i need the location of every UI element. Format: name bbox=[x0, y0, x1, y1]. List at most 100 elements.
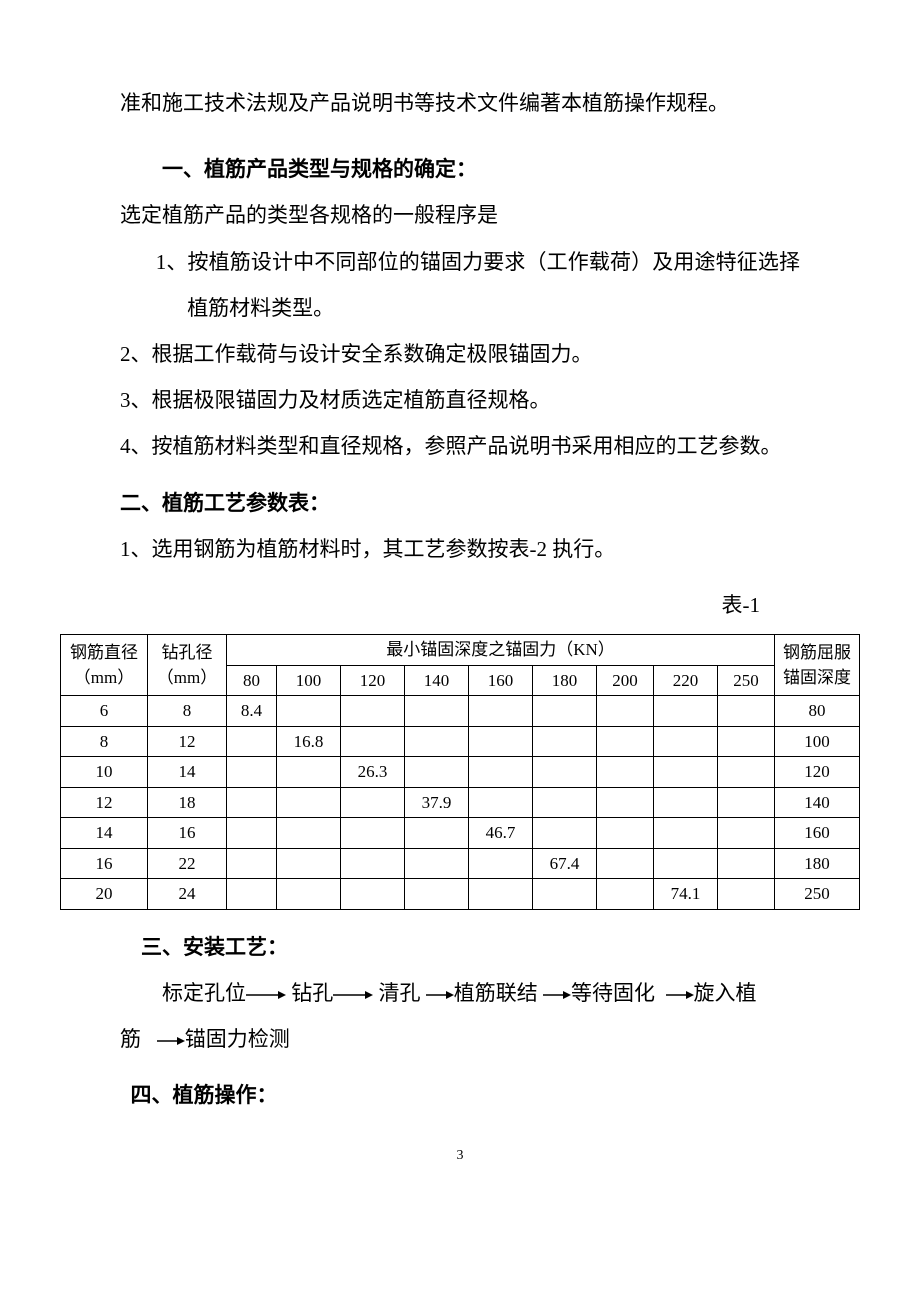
cell-value bbox=[596, 696, 653, 727]
table-body: 688.48081216.8100101426.3120121837.91401… bbox=[61, 696, 860, 910]
cell-value: 26.3 bbox=[340, 757, 404, 788]
cell-hole: 16 bbox=[148, 818, 227, 849]
cell-value bbox=[532, 757, 596, 788]
cell-value bbox=[276, 696, 340, 727]
list-item-1: 1、按植筋设计中不同部位的锚固力要求（工作载荷）及用途特征选择植筋材料类型。 bbox=[120, 239, 800, 331]
table-row: 202474.1250 bbox=[61, 879, 860, 910]
arrow-icon bbox=[543, 989, 571, 1001]
cell-value bbox=[340, 848, 404, 879]
cell-value bbox=[468, 787, 532, 818]
depth-header-cell: 200 bbox=[596, 665, 653, 696]
flow-step-drill: 钻孔 bbox=[291, 981, 333, 1005]
cell-value bbox=[404, 848, 468, 879]
col-header-yield: 钢筋屈服锚固深度 bbox=[775, 635, 860, 696]
flow-line-2: 筋 锚固力检测 bbox=[120, 1016, 800, 1062]
cell-value bbox=[717, 726, 774, 757]
cell-value bbox=[276, 879, 340, 910]
cell-diameter: 14 bbox=[61, 818, 148, 849]
paragraph-1: 选定植筋产品的类型各规格的一般程序是 bbox=[120, 192, 800, 238]
depth-header-cell: 220 bbox=[653, 665, 717, 696]
cell-value bbox=[717, 879, 774, 910]
cell-diameter: 6 bbox=[61, 696, 148, 727]
cell-yield: 80 bbox=[775, 696, 860, 727]
cell-value bbox=[276, 818, 340, 849]
cell-value bbox=[596, 726, 653, 757]
cell-value bbox=[596, 757, 653, 788]
cell-value: 74.1 bbox=[653, 879, 717, 910]
cell-value bbox=[404, 696, 468, 727]
cell-value bbox=[653, 787, 717, 818]
cell-value: 67.4 bbox=[532, 848, 596, 879]
table-header-row-1: 钢筋直径（mm） 钻孔径（mm） 最小锚固深度之锚固力（KN） 钢筋屈服锚固深度 bbox=[61, 635, 860, 666]
cell-value bbox=[468, 696, 532, 727]
cell-value bbox=[596, 818, 653, 849]
parameters-table: 钢筋直径（mm） 钻孔径（mm） 最小锚固深度之锚固力（KN） 钢筋屈服锚固深度… bbox=[60, 634, 860, 910]
cell-hole: 12 bbox=[148, 726, 227, 757]
depth-header-cell: 140 bbox=[404, 665, 468, 696]
cell-diameter: 12 bbox=[61, 787, 148, 818]
cell-diameter: 16 bbox=[61, 848, 148, 879]
table-row: 688.480 bbox=[61, 696, 860, 727]
cell-value bbox=[468, 879, 532, 910]
cell-value bbox=[653, 726, 717, 757]
cell-value bbox=[532, 787, 596, 818]
cell-value bbox=[340, 879, 404, 910]
cell-value bbox=[532, 696, 596, 727]
cell-value bbox=[227, 818, 277, 849]
cell-value bbox=[468, 726, 532, 757]
depth-header-cell: 100 bbox=[276, 665, 340, 696]
cell-hole: 8 bbox=[148, 696, 227, 727]
list-item-4: 4、按植筋材料类型和直径规格，参照产品说明书采用相应的工艺参数。 bbox=[120, 423, 800, 469]
cell-value bbox=[227, 848, 277, 879]
cell-hole: 24 bbox=[148, 879, 227, 910]
cell-value bbox=[227, 787, 277, 818]
cell-value bbox=[404, 726, 468, 757]
cell-value bbox=[532, 879, 596, 910]
cell-yield: 140 bbox=[775, 787, 860, 818]
depth-header-cell: 180 bbox=[532, 665, 596, 696]
col-header-hole: 钻孔径（mm） bbox=[148, 635, 227, 696]
cell-value bbox=[468, 757, 532, 788]
document-content: 准和施工技术法规及产品说明书等技术文件编著本植筋操作规程。 一、植筋产品类型与规… bbox=[60, 80, 860, 628]
cell-value bbox=[717, 818, 774, 849]
flow-step-pos: 标定孔位 bbox=[162, 981, 246, 1005]
heading-1: 一、植筋产品类型与规格的确定： bbox=[120, 126, 800, 192]
heading-4: 四、植筋操作： bbox=[120, 1062, 800, 1118]
arrow-icon bbox=[157, 1035, 185, 1047]
cell-value: 46.7 bbox=[468, 818, 532, 849]
cell-value bbox=[276, 848, 340, 879]
table-label: 表-1 bbox=[120, 582, 800, 628]
cell-value bbox=[653, 757, 717, 788]
cell-value bbox=[653, 696, 717, 727]
cell-value bbox=[717, 848, 774, 879]
table-row: 101426.3120 bbox=[61, 757, 860, 788]
cell-value bbox=[717, 787, 774, 818]
cell-value bbox=[468, 848, 532, 879]
cell-value bbox=[340, 726, 404, 757]
flow-step-test: 锚固力检测 bbox=[185, 1027, 290, 1051]
cell-value bbox=[404, 879, 468, 910]
cell-hole: 14 bbox=[148, 757, 227, 788]
heading-3: 三、安装工艺： bbox=[120, 910, 800, 970]
cell-value bbox=[227, 879, 277, 910]
depth-header-cell: 250 bbox=[717, 665, 774, 696]
flow-step-cure: 等待固化 bbox=[571, 981, 655, 1005]
depth-header-cell: 80 bbox=[227, 665, 277, 696]
cell-value bbox=[340, 818, 404, 849]
cell-value bbox=[653, 818, 717, 849]
arrow-icon bbox=[666, 989, 694, 1001]
col-header-anchoring: 最小锚固深度之锚固力（KN） bbox=[227, 635, 775, 666]
cell-value bbox=[596, 787, 653, 818]
cell-value: 37.9 bbox=[404, 787, 468, 818]
cell-value bbox=[717, 757, 774, 788]
flow-step-bar: 筋 bbox=[120, 1027, 141, 1051]
flow-step-insert: 旋入植 bbox=[694, 981, 757, 1005]
cell-value bbox=[596, 879, 653, 910]
table-row: 141646.7160 bbox=[61, 818, 860, 849]
page-number: 3 bbox=[60, 1148, 860, 1164]
list-item-3: 3、根据极限锚固力及材质选定植筋直径规格。 bbox=[120, 377, 800, 423]
cell-diameter: 10 bbox=[61, 757, 148, 788]
arrow-icon bbox=[426, 989, 454, 1001]
arrow-icon bbox=[246, 989, 286, 1001]
list-item-2: 2、根据工作载荷与设计安全系数确定极限锚固力。 bbox=[120, 331, 800, 377]
